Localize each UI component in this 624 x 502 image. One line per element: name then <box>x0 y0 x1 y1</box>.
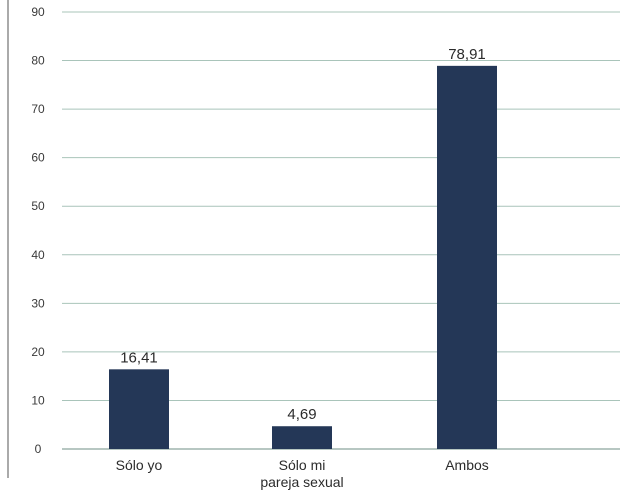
bar <box>272 426 332 449</box>
data-label: 78,91 <box>448 46 486 63</box>
label-layer: 16,41 Sólo yo 4,69 Sólo mi pareja sexual 78,9… <box>116 46 489 490</box>
y-tick-label: 10 <box>31 393 45 407</box>
y-tick-label: 50 <box>31 199 45 213</box>
x-tick-label: Ambos <box>445 457 489 473</box>
y-tick-label: 0 <box>35 442 42 456</box>
bar-layer <box>109 65 497 449</box>
y-tick-label: 20 <box>31 345 45 359</box>
y-tick-label: 70 <box>31 102 45 116</box>
y-tick-label: 40 <box>31 248 45 262</box>
y-tick-label: 80 <box>31 54 45 68</box>
y-tick-label: 60 <box>31 151 45 165</box>
data-label: 4,69 <box>287 406 316 423</box>
x-tick-label: Sólo yo <box>116 457 163 473</box>
y-tick-label: 90 <box>31 5 45 19</box>
x-tick-label: Sólo mi pareja sexual <box>260 457 343 490</box>
bar <box>437 65 497 449</box>
axis-layer: 0 10 20 30 40 50 60 70 80 90 <box>7 0 45 478</box>
y-tick-label: 30 <box>31 296 45 310</box>
data-label: 16,41 <box>120 349 158 366</box>
bar <box>109 369 169 449</box>
